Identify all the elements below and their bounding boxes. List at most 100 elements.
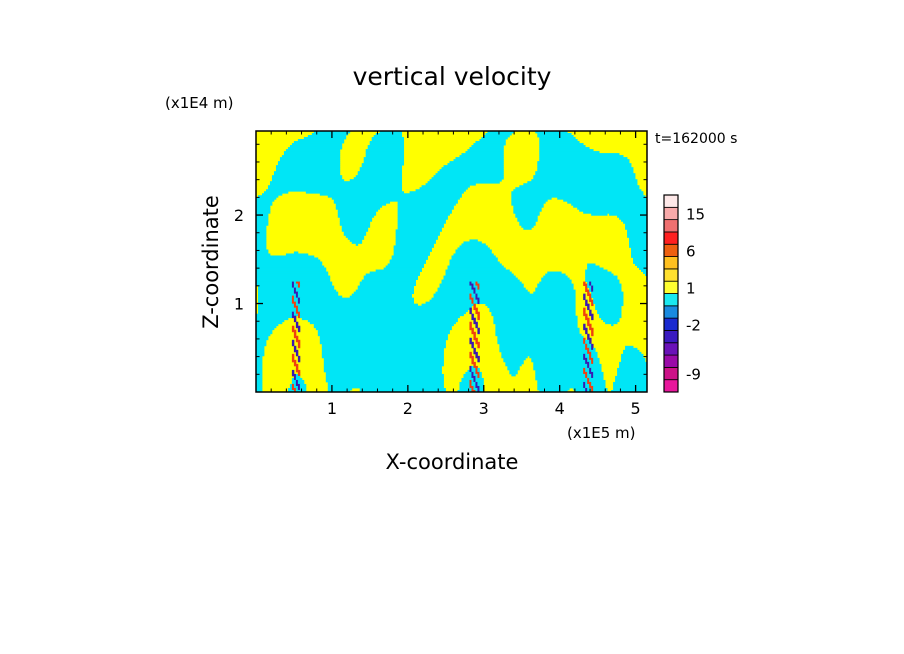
field-cell <box>593 285 622 288</box>
field-cell <box>379 131 403 134</box>
field-cell <box>285 149 341 152</box>
field-cell <box>471 383 476 387</box>
field-cell <box>256 383 263 387</box>
field-cell <box>395 233 440 236</box>
field-cell <box>593 385 606 389</box>
field-cell <box>256 211 271 214</box>
field-cell <box>471 301 474 305</box>
field-cell <box>535 377 588 381</box>
field-cell <box>333 199 458 202</box>
field-cell <box>473 373 478 377</box>
field-cell <box>541 277 570 280</box>
colorbar-label: 1 <box>686 279 696 297</box>
field-cell <box>623 221 647 224</box>
field-cell <box>325 375 444 379</box>
field-cell <box>256 223 269 226</box>
field-cell <box>471 371 474 375</box>
field-cell <box>256 327 275 331</box>
field-cell <box>583 313 588 317</box>
field-cell <box>589 347 592 351</box>
field-cell <box>256 217 269 220</box>
field-cell <box>539 147 590 150</box>
field-cell <box>587 343 592 347</box>
field-cell <box>499 347 586 351</box>
field-cell <box>283 151 341 154</box>
field-cell <box>631 251 647 254</box>
field-cell <box>256 257 319 260</box>
field-cell <box>257 291 295 295</box>
field-cell <box>529 355 584 359</box>
field-cell <box>293 345 297 349</box>
field-cell <box>477 357 480 361</box>
field-cell <box>591 383 606 387</box>
field-cell <box>461 243 486 246</box>
field-cell <box>495 331 580 335</box>
field-cell <box>473 365 478 369</box>
field-cell <box>371 137 405 140</box>
field-cell <box>347 237 365 240</box>
field-cell <box>521 225 534 228</box>
field-cell <box>591 389 594 392</box>
field-cell <box>587 293 592 297</box>
field-cell <box>321 355 444 359</box>
field-cell <box>295 387 299 391</box>
field-cell <box>583 369 586 373</box>
field-cell <box>429 299 472 303</box>
field-cell <box>395 237 438 240</box>
field-cell <box>617 215 647 218</box>
field-cell <box>309 321 456 325</box>
field-cell <box>591 315 594 319</box>
field-cell <box>477 345 480 349</box>
field-cell <box>256 323 279 327</box>
field-cell <box>523 227 532 230</box>
field-cell <box>291 313 295 317</box>
field-cell <box>537 133 572 136</box>
field-cell <box>357 287 414 291</box>
field-cell <box>421 303 474 307</box>
field-cell <box>585 329 588 333</box>
field-cell <box>256 227 267 230</box>
field-cell <box>291 371 295 375</box>
field-cell <box>295 293 299 297</box>
field-cell <box>256 205 271 208</box>
field-cell <box>631 247 647 250</box>
field-cell <box>435 173 504 176</box>
field-cell <box>627 233 647 236</box>
field-cell <box>363 161 405 164</box>
field-cell <box>583 337 586 341</box>
field-cell <box>593 371 604 375</box>
field-cell <box>397 209 452 212</box>
field-cell <box>293 287 297 291</box>
field-cell <box>323 367 442 371</box>
field-cell <box>297 301 301 305</box>
field-cell <box>256 319 285 323</box>
field-cell <box>479 387 484 391</box>
field-cell <box>627 235 647 238</box>
field-cell <box>287 389 295 392</box>
field-cell <box>469 353 472 357</box>
field-cell <box>477 367 480 371</box>
field-cell <box>317 331 450 335</box>
field-cell <box>256 267 327 270</box>
field-cell <box>495 327 580 331</box>
field-cell <box>625 225 647 228</box>
field-cell <box>477 369 480 373</box>
field-cell <box>589 281 592 284</box>
field-cell <box>327 383 444 387</box>
field-cell <box>477 301 480 305</box>
field-cell <box>589 309 592 313</box>
x-tick-label: 4 <box>555 399 565 418</box>
field-cell <box>256 347 265 351</box>
field-cell <box>499 349 588 353</box>
field-cell <box>349 179 403 182</box>
field-cell <box>397 217 448 220</box>
field-cell <box>473 303 476 307</box>
field-cell <box>389 259 426 262</box>
field-cell <box>519 185 640 188</box>
field-cell <box>269 183 403 186</box>
field-cell <box>495 325 578 329</box>
field-cell <box>319 335 448 339</box>
heatmap-field <box>256 131 647 392</box>
field-cell <box>473 297 476 301</box>
field-cell <box>591 373 594 377</box>
